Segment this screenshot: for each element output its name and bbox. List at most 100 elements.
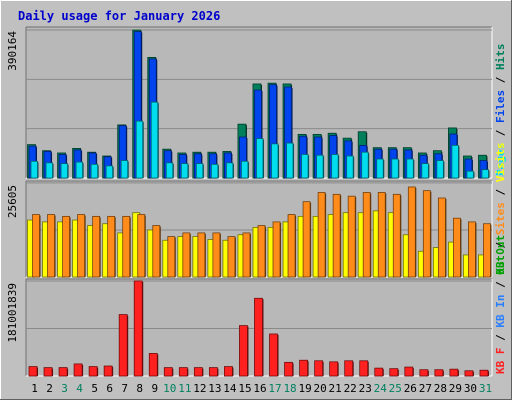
kbf-bar	[133, 280, 143, 377]
sites-bar	[32, 214, 40, 278]
pages-bar	[481, 169, 489, 179]
kbf-bar	[479, 369, 489, 377]
pages-bar	[165, 162, 174, 179]
sites-bar	[407, 186, 416, 278]
pages-bar	[45, 162, 53, 179]
kbf-bar	[344, 360, 354, 377]
pages-bar	[406, 158, 414, 179]
legend-item-kb-out: KB Out	[494, 235, 507, 275]
kbf-bar	[329, 361, 339, 377]
legend-separator: /	[494, 328, 507, 348]
kbf-bar	[88, 366, 98, 377]
sites-bar	[468, 221, 476, 278]
day-label: 24	[374, 382, 388, 395]
kbf-bar	[269, 333, 278, 377]
legend-item-visits: Visits	[494, 143, 507, 183]
sites-bar	[137, 214, 146, 278]
kbf-bar	[58, 367, 68, 377]
day-label: 19	[298, 382, 311, 395]
day-label: 9	[151, 382, 158, 395]
pages-bar	[316, 154, 324, 179]
pages-bar	[271, 143, 279, 179]
kbf-bar	[404, 366, 414, 377]
legend-separator: /	[494, 182, 507, 202]
day-label: 2	[46, 382, 53, 395]
day-label: 11	[178, 382, 191, 395]
pages-bar	[180, 163, 189, 179]
sites-bar	[362, 192, 371, 278]
kbf-bar	[239, 325, 248, 377]
sites-bar	[212, 232, 221, 278]
sites-bar	[437, 197, 446, 278]
day-label: 14	[223, 382, 237, 395]
legend-separator: /	[494, 70, 507, 90]
sites-bar	[107, 215, 116, 278]
day-label: 12	[193, 382, 206, 395]
legend-item-hits: Hits	[494, 44, 507, 71]
sites-bar	[422, 190, 431, 278]
panel-3-legend: KB F / KB In / KB Out	[494, 235, 507, 374]
day-label: 23	[359, 382, 372, 395]
day-label: 27	[419, 382, 432, 395]
kbf-bar	[254, 297, 263, 377]
kbf-bar	[103, 365, 113, 377]
pages-bar	[30, 160, 38, 179]
sites-bar	[92, 215, 101, 278]
pages-bar	[346, 155, 354, 179]
pages-bar	[286, 142, 294, 179]
day-label: 29	[449, 382, 462, 395]
kbf-bar	[389, 368, 399, 377]
sites-bar	[242, 232, 251, 278]
sites-bar	[167, 236, 176, 278]
day-label: 1	[31, 382, 38, 395]
kbf-bar	[28, 366, 38, 377]
day-label: 31	[479, 382, 492, 395]
day-label: 15	[238, 382, 251, 395]
legend-item-out: Out	[494, 255, 507, 275]
day-label: 7	[121, 382, 128, 395]
sites-bar	[302, 201, 311, 278]
panel-3-ymax-label: 181001839	[6, 283, 19, 343]
day-label: 21	[329, 382, 342, 395]
sites-bar	[77, 214, 85, 278]
pages-bar	[105, 165, 114, 179]
day-label: 22	[344, 382, 357, 395]
pages-bar	[436, 160, 444, 179]
day-label: 30	[464, 382, 477, 395]
day-label: 25	[389, 382, 402, 395]
panel-2-ymax-label: 25605	[6, 185, 19, 218]
pages-bar	[226, 162, 234, 179]
kbf-bar	[359, 360, 369, 377]
pages-bar	[391, 158, 399, 179]
sites-bar	[227, 236, 236, 278]
sites-bar	[152, 225, 161, 278]
sites-bar	[453, 217, 461, 278]
pages-bar	[301, 154, 309, 179]
sites-bar	[317, 192, 326, 278]
pages-bar	[241, 160, 249, 179]
legend-item-sites: Sites	[494, 202, 507, 235]
sites-bar	[287, 214, 296, 278]
pages-bar	[361, 151, 369, 179]
kbf-bar	[284, 361, 293, 377]
kbf-bar	[299, 359, 308, 377]
kbf-bar	[419, 369, 429, 377]
sites-bar	[483, 223, 491, 278]
pages-bar	[256, 138, 264, 179]
panel-1-legend: Pages / Files / Hits	[494, 44, 507, 177]
legend-separator: /	[494, 123, 507, 143]
sites-bar	[182, 232, 191, 278]
sites-bar	[272, 221, 281, 278]
legend-separator: /	[494, 275, 507, 295]
pages-bar	[75, 161, 83, 179]
sites-bar	[122, 215, 131, 278]
kbf-bar	[148, 353, 158, 377]
sites-bar	[332, 193, 341, 278]
day-label: 10	[163, 382, 176, 395]
pages-bar	[451, 144, 459, 179]
kbf-bar	[224, 366, 233, 377]
kbf-bar	[374, 367, 384, 377]
kbf-bar	[163, 367, 173, 377]
kbf-bar	[193, 367, 203, 377]
legend-item-kb-in: KB In	[494, 295, 507, 328]
